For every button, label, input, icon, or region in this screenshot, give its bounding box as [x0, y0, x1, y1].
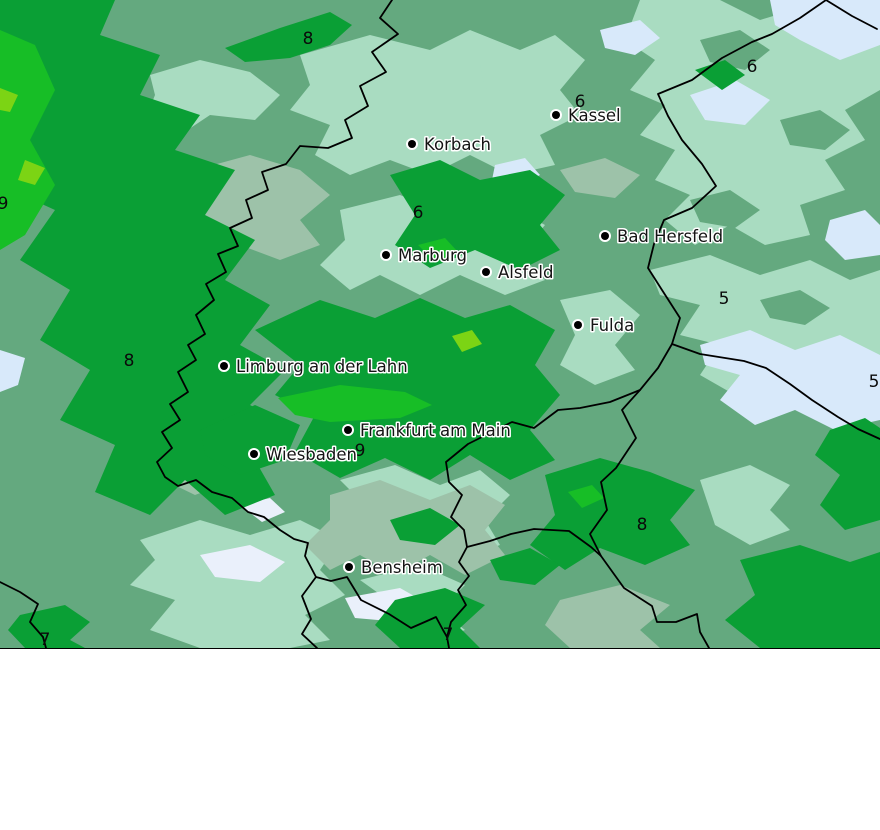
city-dot: [250, 450, 258, 458]
temp-value-label: 8: [637, 515, 648, 535]
temp-value-label: 7: [40, 630, 51, 648]
temp-region-paleblue-layer: [0, 0, 880, 430]
temp-region-kelly-layer: [0, 0, 880, 648]
temperature-value-labels: 8 6 6 9 6 5 8 5 9 8 7 7: [0, 29, 879, 648]
temp-value-label: 8: [303, 29, 314, 49]
city-label: Limburg an der Lahn: [236, 357, 408, 376]
city-marker-frankfurt-am-main: Frankfurt am Main: [342, 420, 512, 442]
city-label: Wiesbaden: [266, 445, 357, 464]
city-label: Alsfeld: [498, 263, 554, 282]
temp-value-label: 7: [443, 625, 454, 645]
city-marker-kassel: Kassel: [550, 105, 622, 127]
city-marker-korbach: Korbach: [406, 134, 493, 156]
city-dot: [382, 251, 390, 259]
city-marker-bensheim: Bensheim: [343, 557, 444, 579]
city-marker-fulda: Fulda: [572, 315, 636, 337]
city-dot: [482, 268, 490, 276]
temp-value-label: 5: [719, 289, 730, 309]
city-marker-alsfeld: Alsfeld: [480, 262, 555, 284]
temperature-map: 8 6 6 9 6 5 8 5 9 8 7 7 Kassel Korbach Marburg Alsfeld…: [0, 0, 880, 649]
city-label: Fulda: [590, 316, 634, 335]
temp-value-label: 9: [355, 441, 366, 461]
city-dot: [552, 111, 560, 119]
city-dot: [220, 362, 228, 370]
city-marker-bad-hersfeld: Bad Hersfeld: [599, 226, 725, 248]
city-markers: Kassel Korbach Marburg Alsfeld Bad Hersfeld F…: [218, 105, 725, 579]
temp-region-brightgreen-layer: [0, 30, 604, 508]
city-label: Frankfurt am Main: [360, 421, 511, 440]
state-border-lines: [0, 0, 880, 648]
city-dot: [344, 426, 352, 434]
city-marker-limburg-an-der-lahn: Limburg an der Lahn: [218, 356, 409, 378]
city-dot: [345, 563, 353, 571]
city-label: Bensheim: [361, 558, 443, 577]
city-marker-marburg: Marburg: [380, 245, 469, 267]
city-dot: [601, 232, 609, 240]
temp-value-label: 8: [124, 351, 135, 371]
temp-region-lime-layer: [0, 88, 482, 352]
city-label: Kassel: [568, 106, 621, 125]
map-footer: Temperatur in 2m (in °C) Modell: ICON-D2…: [0, 649, 880, 830]
temp-value-label: 6: [575, 92, 586, 112]
temp-value-label: 6: [413, 203, 424, 223]
temp-value-label: 6: [747, 57, 758, 77]
city-dot: [408, 140, 416, 148]
city-label: Marburg: [398, 246, 467, 265]
temp-value-label: 5: [869, 372, 880, 392]
city-label: Korbach: [424, 135, 491, 154]
temp-value-label: 9: [0, 194, 8, 214]
city-label: Bad Hersfeld: [617, 227, 723, 246]
city-marker-wiesbaden: Wiesbaden: [248, 444, 358, 466]
temp-region-sage-mottle-layer: [690, 30, 850, 325]
city-dot: [574, 321, 582, 329]
